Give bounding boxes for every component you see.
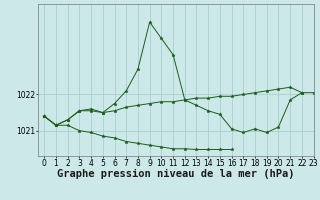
X-axis label: Graphe pression niveau de la mer (hPa): Graphe pression niveau de la mer (hPa): [57, 169, 295, 179]
